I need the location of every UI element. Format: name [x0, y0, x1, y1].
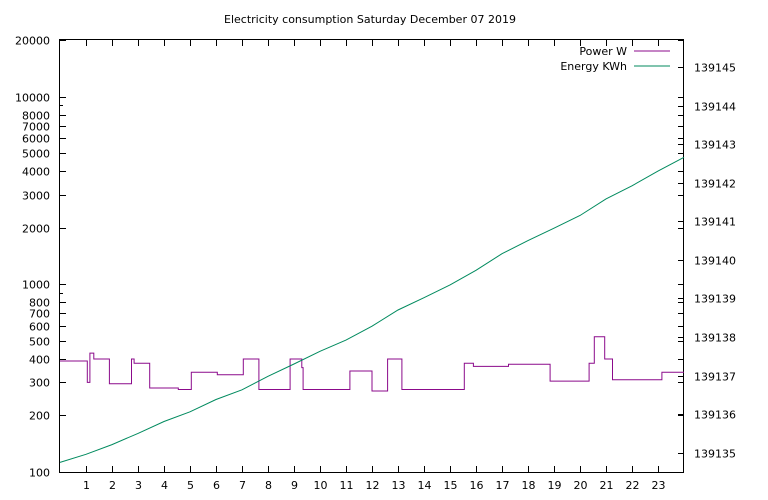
y2-tick-label: 139140: [694, 255, 736, 268]
y2-tick-label: 139144: [694, 101, 736, 114]
y-tick-label: 10000: [15, 92, 50, 105]
legend: Power W Energy KWh: [560, 45, 670, 73]
x-tick-label: 23: [652, 479, 666, 492]
series-line-power-w: [60, 336, 684, 392]
y-tick-label: 4000: [22, 166, 50, 179]
x-tick-label: 5: [187, 479, 194, 492]
x-tick-label: 14: [418, 479, 432, 492]
x-tick-label: 17: [496, 479, 510, 492]
y-tick-label: 8000: [22, 110, 50, 123]
x-axis: 1 2 3 4 5 6 7 8 9 10 11 12 13 14 15 16 17 18 19 20 21 22 23: [83, 40, 666, 492]
y2-tick-label: 139142: [694, 178, 736, 191]
series-line-energy-kwh: [59, 156, 685, 463]
x-tick-label: 20: [574, 479, 588, 492]
y-tick-label: 200: [29, 410, 50, 423]
x-tick-label: 15: [444, 479, 458, 492]
x-tick-label: 7: [239, 479, 246, 492]
x-tick-label: 10: [314, 479, 328, 492]
x-tick-label: 22: [626, 479, 640, 492]
y2-tick-label: 139138: [694, 332, 736, 345]
y-tick-label: 800: [29, 297, 50, 310]
y-axis-right: 139135 139136 139137 139138 139139 139140 1391…: [678, 62, 736, 461]
y2-tick-label: 139141: [694, 216, 736, 229]
x-tick-label: 6: [213, 479, 220, 492]
x-tick-label: 2: [109, 479, 116, 492]
x-tick-label: 13: [392, 479, 406, 492]
y-tick-label: 5000: [22, 148, 50, 161]
x-tick-label: 12: [366, 479, 380, 492]
y2-tick-label: 139136: [694, 409, 736, 422]
y2-tick-label: 139139: [694, 293, 736, 306]
series-layer: [59, 156, 685, 463]
y-tick-label: 500: [29, 336, 50, 349]
y2-tick-label: 139143: [694, 139, 736, 152]
y-tick-label: 700: [29, 308, 50, 321]
y2-tick-label: 139137: [694, 371, 736, 384]
x-tick-label: 1: [83, 479, 90, 492]
y-tick-label: 20000: [15, 35, 50, 48]
x-tick-label: 9: [291, 479, 298, 492]
y-tick-label: 100: [29, 467, 50, 480]
x-tick-label: 19: [548, 479, 562, 492]
y2-tick-label: 139145: [694, 62, 736, 75]
x-tick-label: 16: [470, 479, 484, 492]
y-tick-label: 600: [29, 321, 50, 334]
x-tick-label: 21: [600, 479, 614, 492]
x-tick-label: 4: [161, 479, 168, 492]
legend-label: Power W: [579, 45, 627, 58]
x-tick-label: 8: [265, 479, 272, 492]
y-tick-label: 1000: [22, 279, 50, 292]
x-tick-label: 3: [135, 479, 142, 492]
x-tick-label: 18: [522, 479, 536, 492]
x-tick-label: 11: [340, 479, 354, 492]
y-tick-label: 300: [29, 377, 50, 390]
y-tick-label: 6000: [22, 133, 50, 146]
plot-frame: [59, 39, 684, 473]
legend-label: Energy KWh: [560, 60, 627, 73]
y-tick-label: 400: [29, 354, 50, 367]
y-tick-label: 3000: [22, 190, 50, 203]
y2-tick-label: 139135: [694, 448, 736, 461]
y-tick-label: 2000: [22, 223, 50, 236]
chart-title: Electricity consumption Saturday Decembe…: [224, 13, 516, 26]
y-tick-label: 7000: [22, 121, 50, 134]
